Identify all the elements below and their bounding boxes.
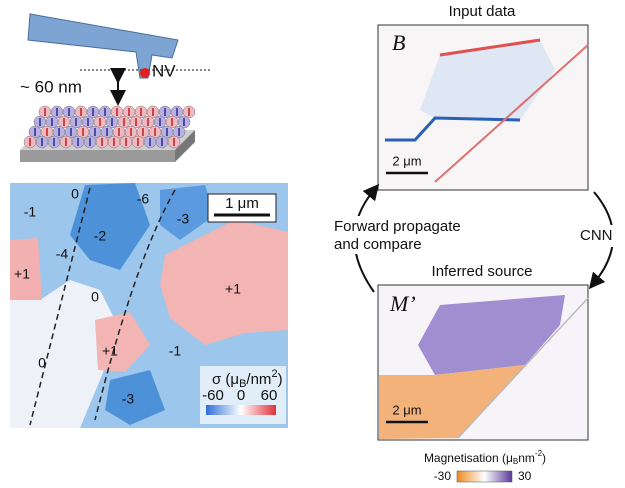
colorbar-tick-label: 60	[261, 387, 278, 404]
domain-label: -2	[94, 228, 107, 244]
domain-label: +1	[102, 343, 118, 359]
colorbar-tick-label: 30	[518, 469, 532, 483]
domain-label: -3	[122, 391, 135, 407]
sigma-map: 1 μm -10-6-3-2-4+10+10+1-1-3 σ (μB/nm2) …	[10, 183, 288, 428]
forward-label: Forward propagate	[334, 218, 461, 235]
domain-label: -1	[24, 204, 37, 220]
nv-label: NV	[152, 61, 176, 80]
domain-label: +1	[225, 281, 241, 297]
colorbar-tick-label: 0	[237, 387, 245, 404]
colorbar-tick-label: -60	[202, 387, 224, 404]
page: {"cantilever": {"distance": "~ 60 nm", "…	[0, 0, 625, 488]
panel-title: Inferred source	[432, 263, 533, 280]
domain-label: 0	[71, 186, 79, 202]
scale-label: 1 μm	[225, 195, 259, 212]
domain-label: 0	[91, 289, 99, 305]
body: NV ~ 60 nm 1 μm -10-6-3-2-4+10+10+1-1-3 …	[0, 0, 625, 488]
cnn-label: CNN	[580, 227, 613, 244]
domain-label: -1	[169, 343, 182, 359]
scale-label: 2 μm	[392, 153, 421, 168]
panel-symbol: B	[392, 30, 405, 55]
panel-symbol: M’	[389, 291, 416, 316]
colorbar-ticks: -60 0 60	[202, 387, 277, 404]
nv-center	[140, 68, 150, 78]
figure: NV ~ 60 nm 1 μm -10-6-3-2-4+10+10+1-1-3 …	[0, 0, 625, 488]
substrate-front	[20, 150, 175, 162]
colorbar	[457, 471, 512, 482]
colorbar	[206, 405, 276, 415]
forward-label: and compare	[334, 236, 422, 253]
domain-label: -3	[177, 211, 190, 227]
colorbar-label: Magnetisation (μBnm-2)	[424, 449, 546, 466]
scale-label: 2 μm	[392, 402, 421, 417]
distance-label: ~ 60 nm	[20, 77, 82, 96]
colorbar-tick-label: -30	[434, 469, 452, 483]
domain-label: -6	[137, 191, 150, 207]
domain-label: 0	[38, 355, 46, 371]
domain-label: +1	[14, 266, 30, 282]
domain-label: -4	[56, 246, 69, 262]
panel-title: Input data	[449, 3, 516, 20]
sample-schematic	[20, 106, 195, 162]
